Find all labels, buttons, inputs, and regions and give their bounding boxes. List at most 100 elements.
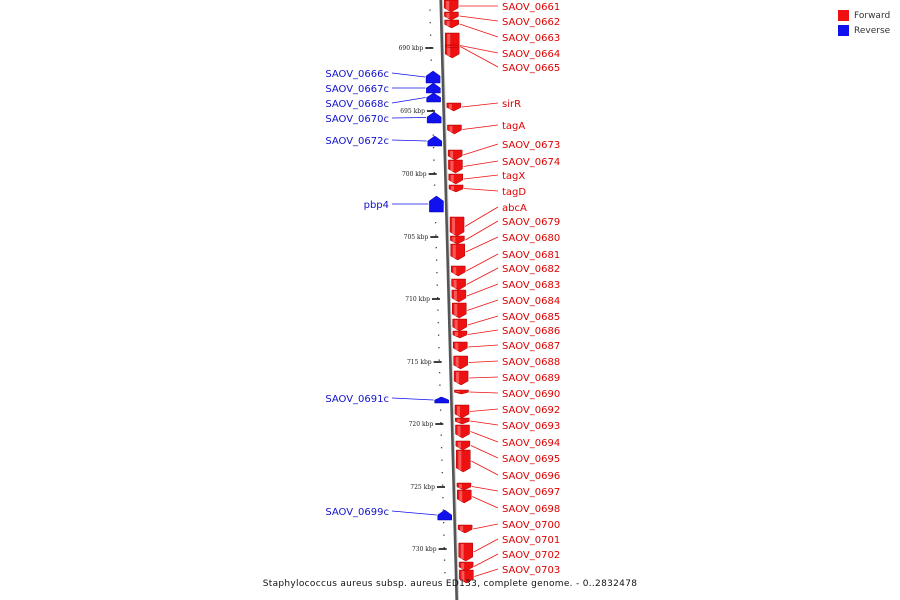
gene-label[interactable]: SAOV_0682 xyxy=(502,264,560,275)
label-leader xyxy=(466,283,499,297)
gene-label[interactable]: SAOV_0688 xyxy=(502,357,560,368)
backbone-line xyxy=(439,0,459,600)
gene-shine xyxy=(457,426,461,436)
gene-label[interactable]: SAOV_0696 xyxy=(502,471,560,482)
gene-shine xyxy=(455,357,459,367)
label-leader xyxy=(469,391,499,394)
gene-label[interactable]: SAOV_0692 xyxy=(502,405,560,416)
reverse-gene[interactable] xyxy=(429,195,444,213)
gene-label[interactable]: SAOV_0683 xyxy=(502,280,560,291)
gene-shine xyxy=(447,46,451,47)
gene-shine xyxy=(457,419,461,422)
gene-label[interactable]: SAOV_0701 xyxy=(502,535,560,546)
gene-label[interactable]: SAOV_0697 xyxy=(502,487,560,498)
minor-tick xyxy=(443,547,445,549)
label-leader xyxy=(391,72,426,78)
gene-label[interactable]: SAOV_0698 xyxy=(502,504,560,515)
label-leader xyxy=(472,496,499,509)
gene-shine xyxy=(454,320,458,329)
gene-label[interactable]: SAOV_0680 xyxy=(502,233,560,244)
gene-shine xyxy=(460,544,464,559)
gene-label[interactable]: SAOV_0663 xyxy=(502,33,560,44)
gene-label[interactable]: SAOV_0689 xyxy=(502,373,560,384)
reverse-gene[interactable] xyxy=(437,509,452,521)
minor-tick xyxy=(430,59,432,61)
gene-label[interactable]: SAOV_0668c xyxy=(325,99,389,110)
gene-labels[interactable]: SAOV_0661 SAOV_0662 SAOV_0663 SAOV_0664 SAOV… xyxy=(325,2,560,577)
reverse-gene[interactable] xyxy=(427,135,443,147)
reverse-gene[interactable] xyxy=(426,82,441,94)
minor-tick xyxy=(432,134,434,136)
minor-tick xyxy=(440,434,442,436)
label-leader xyxy=(465,220,499,241)
label-leader xyxy=(462,124,499,130)
gene-label[interactable]: SAOV_0679 xyxy=(502,217,560,228)
gene-label[interactable]: SAOV_0662 xyxy=(502,17,560,28)
gene-shine xyxy=(458,451,462,470)
label-leader xyxy=(473,523,499,530)
gene-label[interactable]: SAOV_0700 xyxy=(502,520,560,531)
gene-label[interactable]: pbp4 xyxy=(364,200,389,211)
tick-label: 720 kbp xyxy=(409,421,434,428)
gene-shine xyxy=(448,104,452,109)
gene-label[interactable]: SAOV_0685 xyxy=(502,312,560,323)
minor-tick xyxy=(441,472,443,474)
label-leader xyxy=(391,117,427,119)
label-leader xyxy=(391,97,426,104)
legend-forward: Forward xyxy=(838,8,890,23)
label-leader xyxy=(463,143,499,156)
gene-label[interactable]: tagX xyxy=(502,171,525,182)
gene-label[interactable]: SAOV_0699c xyxy=(325,507,389,518)
gene-label[interactable]: SAOV_0664 xyxy=(502,49,560,60)
gene-label[interactable]: SAOV_0694 xyxy=(502,438,560,449)
gene-label[interactable]: tagA xyxy=(502,121,525,132)
gene-label[interactable]: SAOV_0661 xyxy=(502,2,560,13)
forward-gene[interactable] xyxy=(444,44,460,49)
gene-label[interactable]: SAOV_0673 xyxy=(502,140,560,151)
reverse-gene[interactable] xyxy=(426,92,441,103)
gene-label[interactable]: SAOV_0687 xyxy=(502,341,560,352)
genome-title: Staphylococcus aureus subsp. aureus ED13… xyxy=(262,579,638,589)
reverse-gene[interactable] xyxy=(434,396,449,404)
label-leader xyxy=(391,510,437,516)
minor-tick xyxy=(429,9,431,11)
gene-label[interactable]: SAOV_0695 xyxy=(502,454,560,465)
gene-shine xyxy=(457,442,461,448)
minor-tick xyxy=(439,409,442,411)
gene-label[interactable]: SAOV_0693 xyxy=(502,421,560,432)
reverse-gene[interactable] xyxy=(426,111,442,124)
gene-label[interactable]: SAOV_0702 xyxy=(502,550,560,561)
minor-tick xyxy=(435,247,437,249)
minor-tick xyxy=(437,309,439,311)
label-leader xyxy=(391,139,427,142)
gene-label[interactable]: SAOV_0674 xyxy=(502,157,560,168)
gene-label[interactable]: SAOV_0667c xyxy=(325,84,389,95)
label-leader xyxy=(463,174,499,180)
gene-label[interactable]: sirR xyxy=(502,99,521,110)
gene-shine xyxy=(452,237,456,242)
gene-label[interactable]: SAOV_0691c xyxy=(325,394,389,405)
minor-tick xyxy=(440,447,443,449)
reverse-gene[interactable] xyxy=(425,70,441,84)
minor-tick xyxy=(435,234,437,236)
gene-label[interactable]: SAOV_0665 xyxy=(502,63,560,74)
minor-tick xyxy=(442,497,444,499)
gene-shine xyxy=(455,343,459,350)
gene-label[interactable]: SAOV_0666c xyxy=(325,69,389,80)
label-leader xyxy=(466,267,499,285)
minor-tick xyxy=(438,359,440,361)
tick-label: 715 kbp xyxy=(407,359,432,366)
gene-label[interactable]: SAOV_0690 xyxy=(502,389,560,400)
gene-label[interactable]: SAOV_0686 xyxy=(502,326,560,337)
gene-label[interactable]: SAOV_0670c xyxy=(325,114,389,125)
gene-label[interactable]: SAOV_0681 xyxy=(502,250,560,261)
label-leader xyxy=(391,397,434,401)
minor-tick xyxy=(432,147,435,149)
gene-label[interactable]: abcA xyxy=(502,203,527,214)
gene-label[interactable]: SAOV_0703 xyxy=(502,565,560,576)
legend-reverse: Reverse xyxy=(838,23,890,38)
gene-label[interactable]: SAOV_0672c xyxy=(325,136,389,147)
gene-label[interactable]: SAOV_0684 xyxy=(502,296,560,307)
gene-label[interactable]: tagD xyxy=(502,187,526,198)
